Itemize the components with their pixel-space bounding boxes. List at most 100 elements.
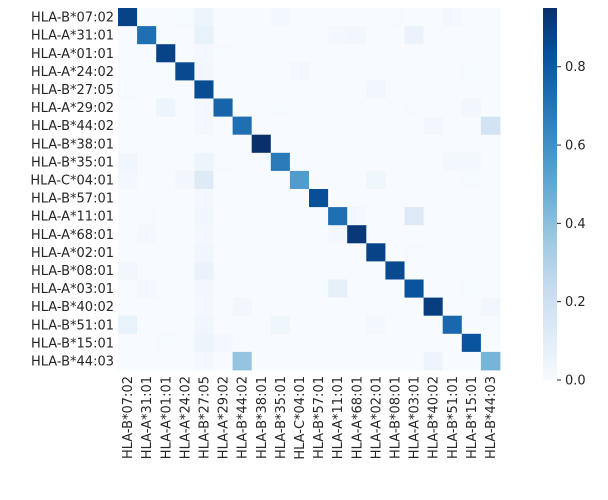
heatmap-cell xyxy=(232,207,253,226)
heatmap-cell xyxy=(156,315,176,335)
heatmap-cell xyxy=(118,297,138,317)
heatmap-cell xyxy=(480,261,501,280)
heatmap-cell xyxy=(213,26,233,45)
heatmap-cell xyxy=(442,351,463,371)
heatmap-cell xyxy=(270,134,291,154)
heatmap-cell xyxy=(347,62,367,81)
heatmap-cell xyxy=(194,261,214,280)
heatmap-cell xyxy=(194,297,214,317)
row-label: HLA-A*11:01 xyxy=(31,210,114,225)
heatmap-cell xyxy=(442,225,463,244)
heatmap-cell xyxy=(309,116,329,136)
heatmap-cell xyxy=(194,189,214,208)
heatmap-cell xyxy=(232,80,253,99)
heatmap-cell xyxy=(137,297,157,317)
heatmap-cell xyxy=(328,62,348,81)
heatmap-cell xyxy=(347,207,367,226)
heatmap-cell xyxy=(328,189,348,208)
heatmap-cell xyxy=(213,189,233,208)
heatmap-cell xyxy=(366,44,386,63)
heatmap-cell xyxy=(289,225,310,244)
heatmap-cell xyxy=(461,243,482,262)
heatmap-cell xyxy=(347,225,367,244)
heatmap-cell xyxy=(328,170,348,190)
column-label: HLA-B*40:02 xyxy=(427,376,442,459)
heatmap-cell xyxy=(461,98,482,117)
heatmap-cell xyxy=(213,279,233,298)
column-label: HLA-A*24:02 xyxy=(178,376,193,459)
heatmap-cell xyxy=(137,243,157,262)
heatmap-cell xyxy=(289,170,310,190)
heatmap-cell xyxy=(213,8,233,27)
heatmap-cell xyxy=(175,243,195,262)
heatmap-cell xyxy=(480,189,501,208)
heatmap-cell xyxy=(423,351,444,371)
heatmap-cell xyxy=(251,315,272,335)
heatmap-cell xyxy=(213,80,233,99)
heatmap-cell xyxy=(404,333,424,353)
heatmap-cell xyxy=(461,62,482,81)
heatmap-cell xyxy=(251,225,272,244)
heatmap-cell xyxy=(423,189,444,208)
heatmap-cell xyxy=(232,170,253,190)
heatmap-cell xyxy=(156,26,176,45)
heatmap-cell xyxy=(270,297,291,317)
heatmap-cell xyxy=(423,8,444,27)
heatmap-cell xyxy=(232,44,253,63)
heatmap-cell xyxy=(309,98,329,117)
heatmap-cell xyxy=(251,333,272,353)
heatmap-cell xyxy=(366,116,386,136)
heatmap-cell xyxy=(118,261,138,280)
colorbar-tick-label: 0.8 xyxy=(565,60,586,75)
heatmap-cell xyxy=(194,333,214,353)
heatmap-cell xyxy=(442,134,463,154)
heatmap-cell xyxy=(251,26,272,45)
heatmap-cell xyxy=(404,152,424,172)
column-label: HLA-B*08:01 xyxy=(388,376,403,459)
heatmap-cell xyxy=(251,98,272,117)
heatmap-cell xyxy=(270,116,291,136)
heatmap-cell xyxy=(118,279,138,298)
heatmap-cell xyxy=(404,243,424,262)
column-label: HLA-A*29:02 xyxy=(217,376,232,459)
heatmap-cell xyxy=(404,62,424,81)
heatmap-cell xyxy=(232,351,253,371)
heatmap-cell xyxy=(251,116,272,136)
colorbar-tick-label: 0.4 xyxy=(565,217,586,232)
heatmap-cell xyxy=(385,62,405,81)
heatmap-cell xyxy=(404,351,424,371)
heatmap-cell xyxy=(251,297,272,317)
row-label: HLA-B*27:05 xyxy=(31,83,114,98)
heatmap-cell xyxy=(461,116,482,136)
heatmap-cell xyxy=(480,315,501,335)
heatmap-cell xyxy=(366,62,386,81)
heatmap-cell xyxy=(137,44,157,63)
heatmap-cell xyxy=(423,279,444,298)
heatmap-cell xyxy=(442,315,463,335)
heatmap-cell xyxy=(194,8,214,27)
heatmap-cell xyxy=(213,297,233,317)
heatmap-cell xyxy=(194,351,214,371)
heatmap-cell xyxy=(423,207,444,226)
column-label: HLA-A*31:01 xyxy=(140,376,155,459)
heatmap-cell xyxy=(309,8,329,27)
heatmap-cell xyxy=(480,134,501,154)
heatmap-cell xyxy=(328,152,348,172)
heatmap-cell xyxy=(175,152,195,172)
heatmap-cell xyxy=(194,134,214,154)
heatmap-cell xyxy=(347,80,367,99)
heatmap-cell xyxy=(423,297,444,317)
heatmap-cell xyxy=(328,207,348,226)
heatmap-cell xyxy=(194,44,214,63)
heatmap-cell xyxy=(118,152,138,172)
heatmap-cell xyxy=(194,225,214,244)
heatmap-cell xyxy=(213,351,233,371)
heatmap-cell xyxy=(366,80,386,99)
heatmap-cell xyxy=(328,279,348,298)
heatmap-cell xyxy=(328,297,348,317)
heatmap-cell xyxy=(289,189,310,208)
heatmap-cell xyxy=(175,279,195,298)
heatmap-cell xyxy=(309,189,329,208)
heatmap-cell xyxy=(175,116,195,136)
heatmap-cell xyxy=(289,26,310,45)
